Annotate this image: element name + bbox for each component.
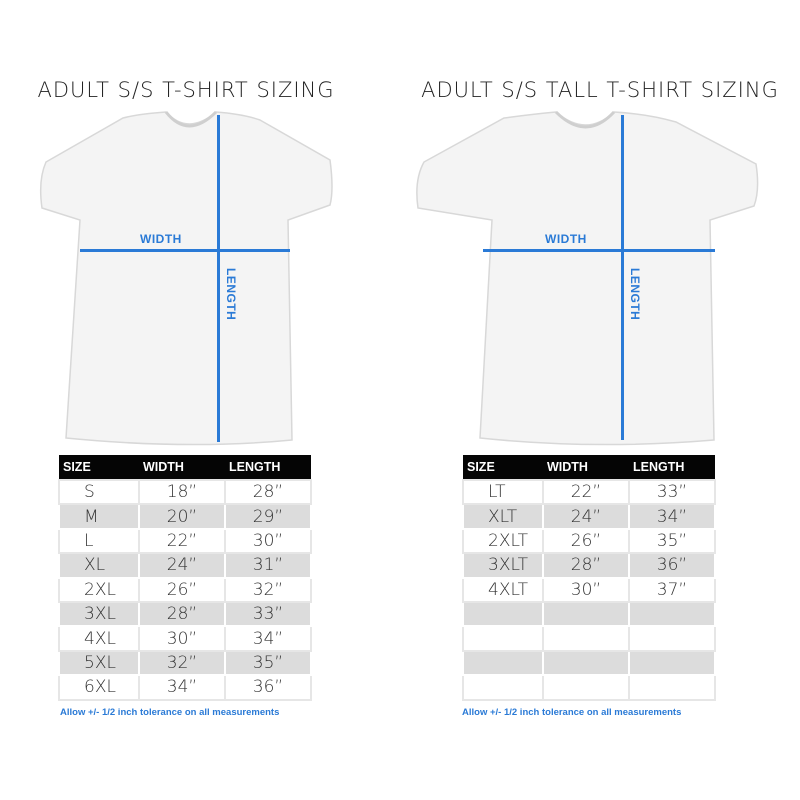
header-length: LENGTH <box>225 455 311 480</box>
length-line <box>621 115 624 440</box>
size-table: SIZE WIDTH LENGTH S 18” 28” M 20” 29” L 22” 30” X… <box>58 455 312 701</box>
cell-length: 35” <box>224 649 312 677</box>
table-row: S 18” 28” <box>58 478 312 506</box>
cell-size: 3XLT <box>462 552 544 579</box>
cell-width <box>542 674 630 701</box>
cell-width <box>542 649 630 677</box>
cell-length: 33” <box>628 478 716 506</box>
cell-length: 30” <box>224 527 312 555</box>
cell-width: 26” <box>138 576 226 603</box>
cell-width: 24” <box>542 503 630 530</box>
table-row: M 20” 29” <box>58 503 312 530</box>
cell-size: 5XL <box>58 649 140 677</box>
width-line <box>80 249 290 252</box>
cell-length: 37” <box>628 576 716 603</box>
cell-length: 33” <box>224 600 312 628</box>
cell-size: 2XL <box>58 576 140 603</box>
cell-size: 4XLT <box>462 576 544 603</box>
table-row <box>462 600 716 628</box>
table-row: 4XLT 30” 37” <box>462 576 716 603</box>
cell-size: S <box>58 478 140 506</box>
table-row: 3XLT 28” 36” <box>462 552 716 579</box>
cell-width <box>542 625 630 652</box>
table-row: 2XL 26” 32” <box>58 576 312 603</box>
cell-size: M <box>58 503 140 530</box>
standard-sizing-panel: ADULT S/S T-SHIRT SIZING WIDTH LENGTH SI… <box>37 78 335 718</box>
cell-length <box>628 674 716 701</box>
cell-width: 24” <box>138 552 226 579</box>
t-shirt-image <box>39 110 333 446</box>
cell-width: 18” <box>138 478 226 506</box>
cell-size: XLT <box>462 503 544 530</box>
cell-width: 30” <box>542 576 630 603</box>
table-row <box>462 674 716 701</box>
table-row: 5XL 32” 35” <box>58 649 312 677</box>
cell-size <box>462 600 544 628</box>
cell-width: 32” <box>138 649 226 677</box>
cell-length: 36” <box>224 674 312 701</box>
cell-width: 26” <box>542 527 630 555</box>
cell-width <box>542 600 630 628</box>
cell-length: 34” <box>224 625 312 652</box>
cell-size: L <box>58 527 140 555</box>
cell-width: 22” <box>542 478 630 506</box>
cell-size <box>462 674 544 701</box>
width-label: WIDTH <box>545 232 587 246</box>
table-row: XL 24” 31” <box>58 552 312 579</box>
cell-length <box>628 649 716 677</box>
cell-length <box>628 625 716 652</box>
table-row: 6XL 34” 36” <box>58 674 312 701</box>
cell-width: 20” <box>138 503 226 530</box>
table-row: L 22” 30” <box>58 527 312 555</box>
length-line <box>217 115 220 442</box>
size-table: SIZE WIDTH LENGTH LT 22” 33” XLT 24” 34” 2XLT 2… <box>462 455 716 701</box>
header-size: SIZE <box>59 455 139 480</box>
table-row: 3XL 28” 33” <box>58 600 312 628</box>
cell-width: 30” <box>138 625 226 652</box>
cell-length: 36” <box>628 552 716 579</box>
cell-length: 28” <box>224 478 312 506</box>
length-label: LENGTH <box>628 268 642 321</box>
cell-length: 32” <box>224 576 312 603</box>
tolerance-note: Allow +/- 1/2 inch tolerance on all meas… <box>60 707 280 718</box>
cell-size: 4XL <box>58 625 140 652</box>
cell-length: 31” <box>224 552 312 579</box>
tolerance-note: Allow +/- 1/2 inch tolerance on all meas… <box>462 707 682 718</box>
cell-size <box>462 649 544 677</box>
table-row: XLT 24” 34” <box>462 503 716 530</box>
panel-title: ADULT S/S TALL T-SHIRT SIZING <box>421 78 779 102</box>
cell-length: 29” <box>224 503 312 530</box>
cell-length: 34” <box>628 503 716 530</box>
cell-width: 28” <box>542 552 630 579</box>
cell-width: 28” <box>138 600 226 628</box>
cell-size: LT <box>462 478 544 506</box>
cell-length: 35” <box>628 527 716 555</box>
cell-length <box>628 600 716 628</box>
cell-size: XL <box>58 552 140 579</box>
table-row: LT 22” 33” <box>462 478 716 506</box>
width-line <box>483 249 715 252</box>
header-width: WIDTH <box>139 455 225 480</box>
length-label: LENGTH <box>224 268 238 321</box>
cell-width: 22” <box>138 527 226 555</box>
table-row: 4XL 30” 34” <box>58 625 312 652</box>
tall-sizing-panel: ADULT S/S TALL T-SHIRT SIZING WIDTH LENG… <box>400 0 800 800</box>
table-row <box>462 625 716 652</box>
header-width: WIDTH <box>543 455 629 480</box>
header-size: SIZE <box>463 455 543 480</box>
cell-size: 6XL <box>58 674 140 701</box>
t-shirt-image <box>416 110 759 446</box>
table-row: 2XLT 26” 35” <box>462 527 716 555</box>
table-row <box>462 649 716 677</box>
panel-title: ADULT S/S T-SHIRT SIZING <box>37 78 335 102</box>
cell-size: 3XL <box>58 600 140 628</box>
header-length: LENGTH <box>629 455 715 480</box>
width-label: WIDTH <box>140 232 182 246</box>
cell-width: 34” <box>138 674 226 701</box>
cell-size <box>462 625 544 652</box>
cell-size: 2XLT <box>462 527 544 555</box>
